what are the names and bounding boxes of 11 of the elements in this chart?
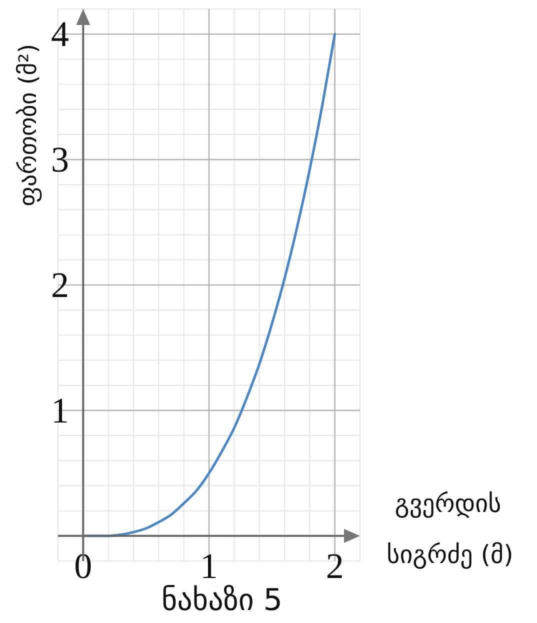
y-tick-label: 2 bbox=[51, 265, 69, 305]
line-series bbox=[82, 32, 336, 538]
x-tick-label: 1 bbox=[200, 546, 218, 586]
x-axis-title: გვერდის სიგრძე (მ) bbox=[386, 489, 514, 569]
x-tick-label: 2 bbox=[326, 546, 344, 586]
x-tick-label: 0 bbox=[74, 546, 92, 586]
y-tick-label: 1 bbox=[51, 390, 69, 430]
y-tick-label: 3 bbox=[51, 140, 69, 180]
y-tick-label: 4 bbox=[51, 14, 69, 54]
text: ნახაზი 5 bbox=[162, 583, 282, 618]
y-axis-title: ფართობი (მ²) bbox=[14, 44, 42, 206]
